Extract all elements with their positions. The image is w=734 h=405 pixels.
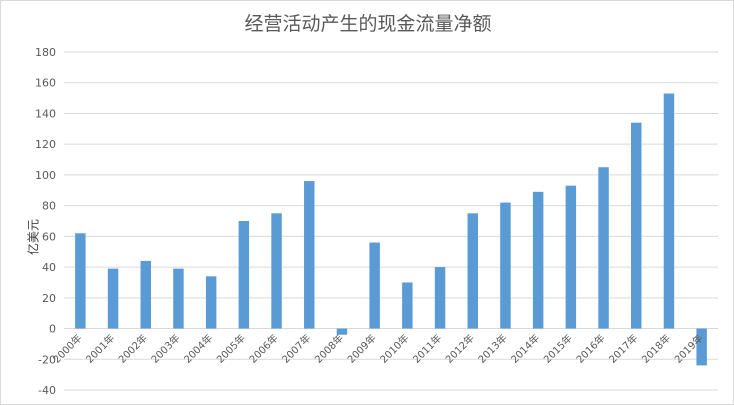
bar	[663, 93, 675, 329]
y-tick-label: 140	[35, 107, 56, 120]
bar	[107, 268, 119, 329]
y-tick-label: 60	[42, 230, 56, 243]
bar	[565, 185, 577, 329]
x-category-label: 2008年	[312, 331, 346, 365]
x-category-label: 2000年	[50, 331, 84, 365]
x-category-label: 2010年	[377, 331, 411, 365]
y-tick-label: 180	[35, 46, 56, 59]
y-tick-label: -20	[38, 353, 56, 366]
y-tick-label: 160	[35, 77, 56, 90]
y-tick-label: 40	[42, 261, 56, 274]
x-category-label: 2009年	[345, 331, 379, 365]
x-category-label: 2001年	[83, 331, 117, 365]
x-category-label: 2005年	[214, 331, 248, 365]
x-category-label: 2015年	[541, 331, 575, 365]
x-category-label: 2014年	[508, 331, 542, 365]
chart-title: 经营活动产生的现金流量净额	[244, 13, 492, 35]
y-tick-label: 0	[49, 323, 56, 336]
bar	[369, 242, 380, 329]
bar-series	[75, 93, 707, 366]
x-category-label: 2013年	[475, 331, 509, 365]
y-tick-label: 20	[42, 292, 56, 305]
y-tick-label: 80	[42, 200, 56, 213]
y-axis-ticks: -40 -20 0 20 40 60 80 100 120 140 160 180	[35, 46, 56, 397]
bar	[402, 282, 413, 329]
bar	[140, 260, 151, 329]
bar	[205, 276, 217, 329]
bar	[173, 268, 184, 329]
x-category-label: 2017年	[606, 331, 640, 365]
x-category-label: 2007年	[279, 331, 313, 365]
bar	[467, 213, 478, 329]
x-category-label: 2018年	[639, 331, 673, 365]
gridlines	[64, 51, 718, 391]
bar	[500, 202, 511, 329]
x-category-label: 2004年	[181, 331, 215, 365]
bar	[631, 122, 642, 329]
y-tick-label: 100	[35, 169, 56, 182]
x-category-label: 2011年	[410, 331, 444, 365]
x-category-label: 2012年	[443, 331, 477, 365]
x-category-label: 2006年	[246, 331, 280, 365]
bar	[336, 328, 348, 335]
x-category-label: 2002年	[116, 331, 150, 365]
bar	[532, 191, 544, 329]
x-category-label: 2003年	[148, 331, 182, 365]
bar	[696, 328, 707, 366]
x-category-label: 2016年	[573, 331, 607, 365]
bar	[271, 213, 282, 329]
bar	[238, 221, 250, 329]
bar	[75, 233, 86, 329]
y-tick-label: -40	[38, 384, 56, 397]
bar	[304, 181, 315, 329]
bar	[434, 267, 446, 329]
x-axis-labels: 2000年 2001年 2002年 2003年 2004年 2005年 2006年 2007年…	[50, 331, 706, 365]
y-tick-label: 120	[35, 138, 56, 151]
bar	[598, 167, 609, 329]
